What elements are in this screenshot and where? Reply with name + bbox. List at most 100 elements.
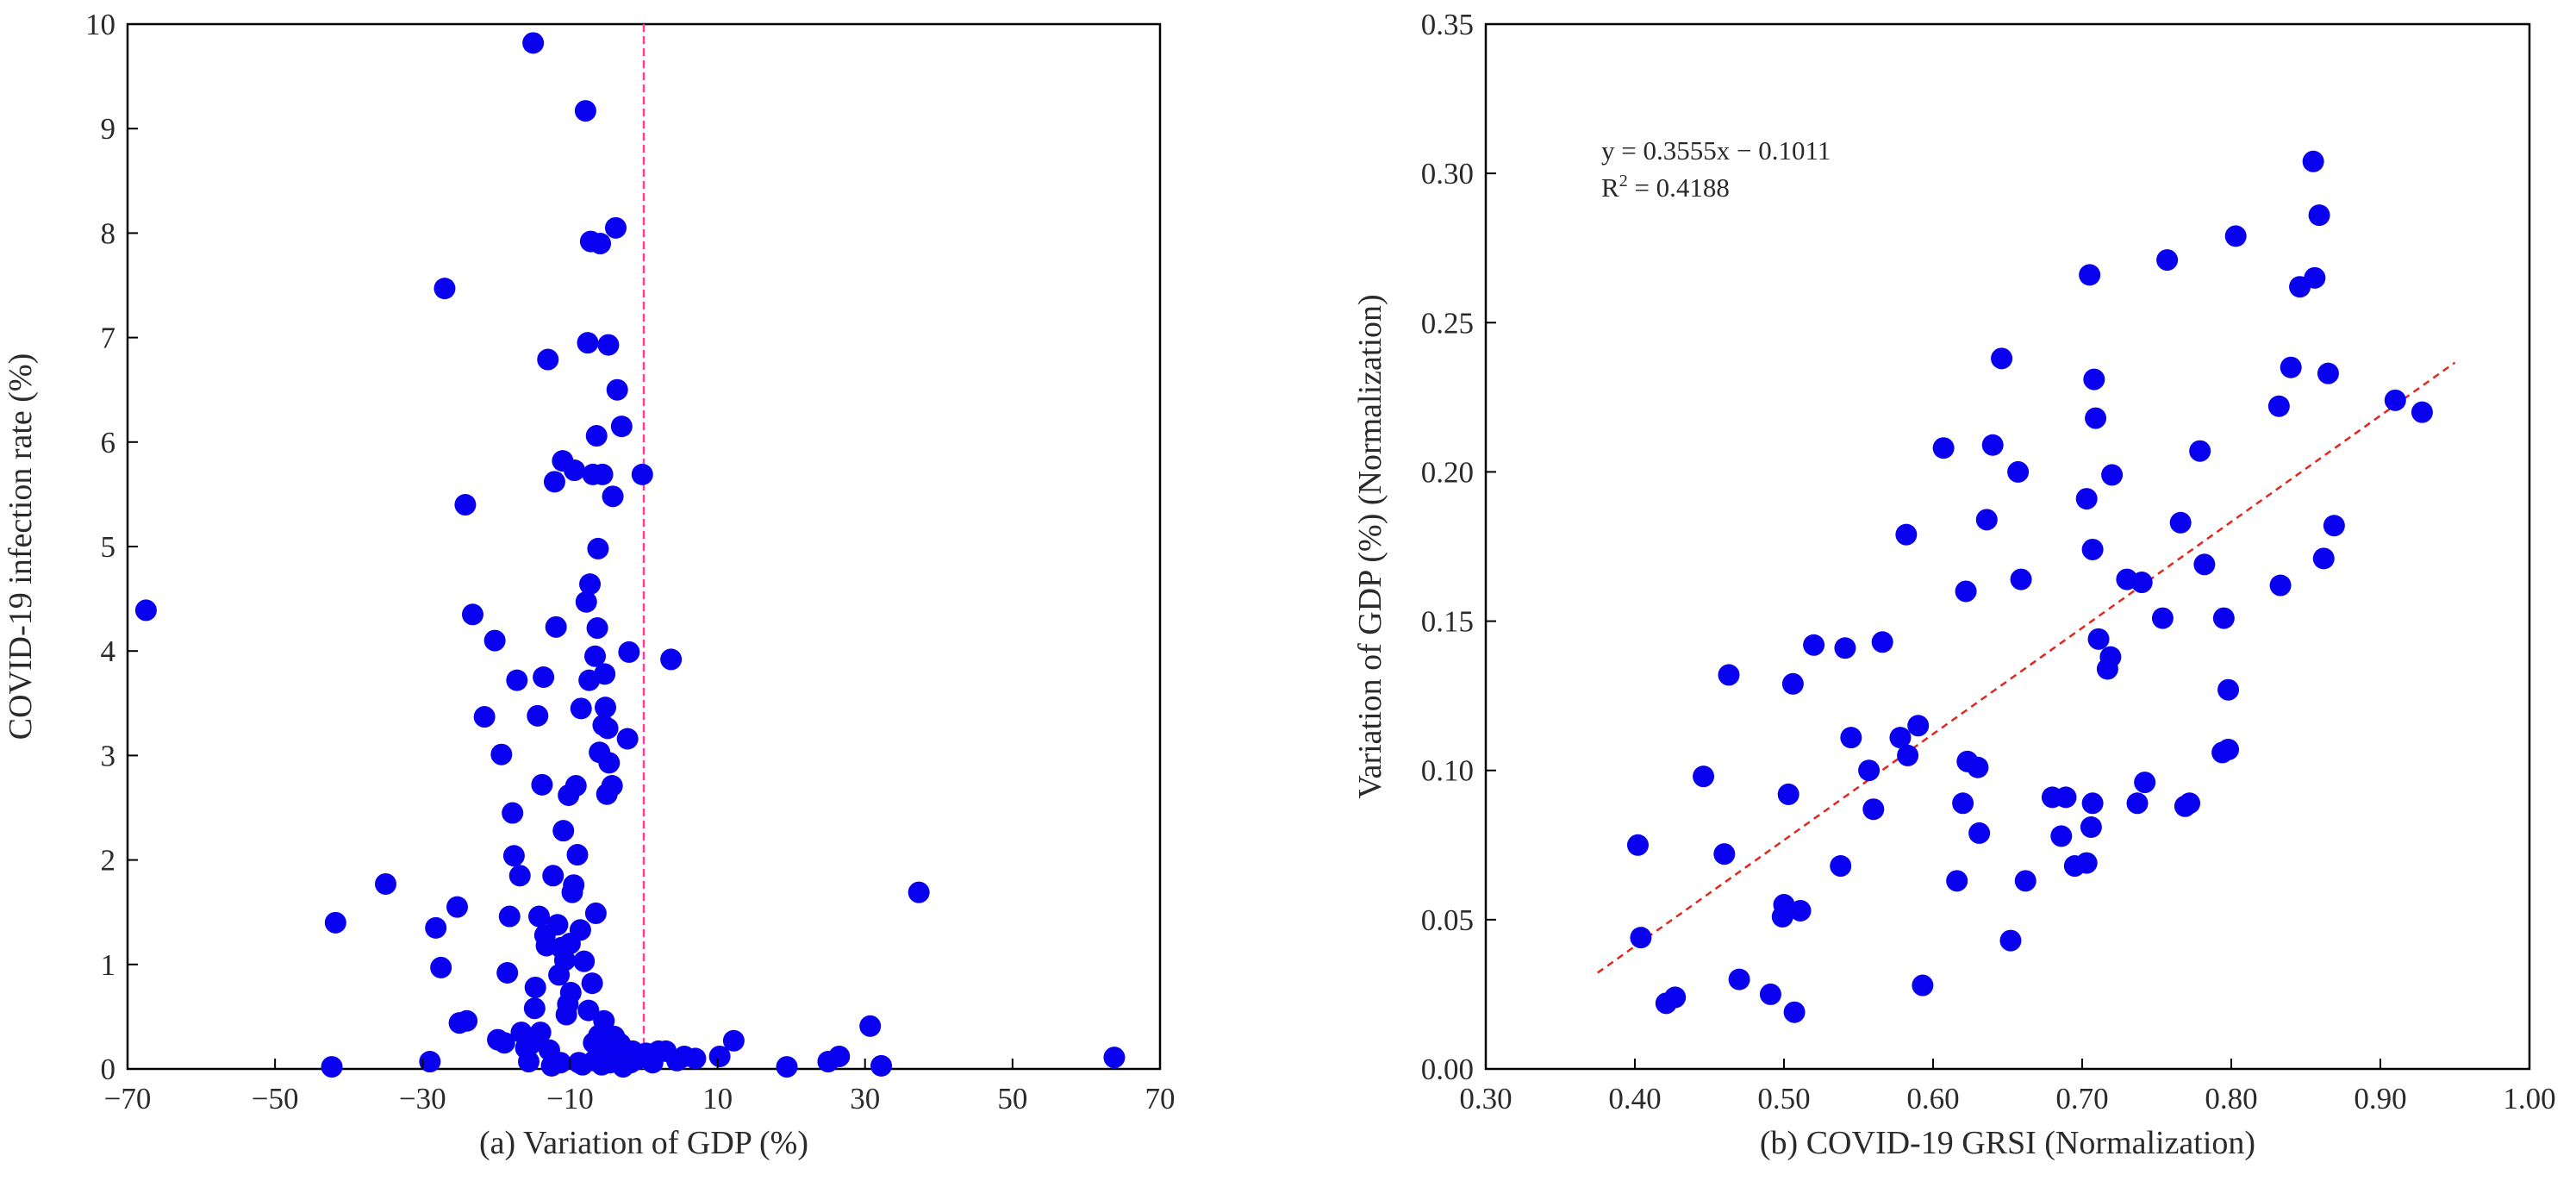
panel-a-y-tick-label: 8 — [101, 216, 116, 250]
panel-b-data-point — [2081, 538, 2104, 560]
panel-b-data-point — [1991, 347, 2013, 370]
panel-b-data-point — [1981, 434, 2004, 456]
panel-a-data-point — [425, 916, 447, 939]
panel-b-data-point — [1713, 843, 1736, 865]
panel-a-y-tick-label: 2 — [101, 844, 116, 878]
panel-b-regression-trendline — [1597, 361, 2456, 974]
panel-b-data-point — [2007, 460, 2030, 483]
panel-a-data-point — [870, 1054, 893, 1077]
panel-a-data-point — [566, 844, 589, 866]
panel-b-data-point — [1789, 899, 1812, 922]
panel-b-data-point — [1830, 855, 1852, 878]
panel-a-data-point — [594, 663, 616, 685]
panel-b-scatter-chart: 0.30 0.40 0.50 0.60 0.70 0.80 0.90 1.00 0.00 0.0… — [1352, 8, 2556, 1161]
panel-b-y-tick-label: 0.25 — [1421, 306, 1474, 340]
panel-b-data-point — [1773, 894, 1795, 916]
panel-a-data-point — [549, 1052, 571, 1074]
panel-b-x-tick-label: 0.60 — [1906, 1082, 1959, 1115]
panel-a-data-point — [722, 1029, 745, 1052]
panel-b-data-point — [2212, 607, 2235, 629]
panel-b-y-tick-label: 0.30 — [1421, 157, 1474, 191]
panel-b-data-point — [1932, 437, 1955, 459]
panel-b-data-point — [2269, 574, 2292, 597]
panel-a-data-point — [552, 820, 575, 842]
panel-a-data-point — [631, 463, 653, 485]
panel-a-x-tick-label: −50 — [252, 1082, 299, 1115]
panel-a-data-point — [859, 1015, 882, 1037]
panel-b-y-axis-label: Variation of GDP (%) (Normalization) — [1352, 294, 1388, 798]
panel-b-regression-equation: y = 0.3555x − 0.1011 — [1601, 135, 1831, 166]
panel-b-data-point — [2312, 547, 2335, 570]
panel-a-data-point — [593, 1009, 615, 1032]
panel-a-x-tick-label: −10 — [546, 1082, 594, 1115]
panel-b-data-point — [1889, 727, 1912, 749]
panel-a-data-point — [574, 100, 596, 122]
panel-a-data-point — [573, 950, 596, 972]
panel-a-data-point — [584, 902, 607, 924]
panel-a-data-point — [553, 949, 576, 972]
panel-b-data-point — [2080, 816, 2102, 839]
panel-b-data-point — [2411, 401, 2433, 423]
panel-b-y-tick-label: 0.05 — [1421, 903, 1474, 937]
panel-a-data-point — [483, 629, 506, 652]
panel-a-x-axis-label: (a) Variation of GDP (%) — [479, 1125, 808, 1161]
panel-a-data-point — [134, 599, 157, 622]
panel-b-r-squared-value: = 0.4188 — [1628, 172, 1730, 203]
panel-a-y-tick-label: 4 — [101, 634, 116, 668]
panel-a-data-point — [602, 485, 624, 508]
panel-b-data-point — [1728, 968, 1750, 990]
panel-a-data-point — [493, 1032, 515, 1054]
panel-a-data-point — [430, 956, 452, 978]
panel-a-x-tick-label: −30 — [399, 1082, 446, 1115]
panel-a-data-point — [508, 865, 531, 887]
panel-b-data-point — [2308, 204, 2330, 227]
panel-a-data-point — [595, 697, 617, 719]
panel-a-data-point — [537, 348, 559, 371]
panel-b-data-point — [2075, 488, 2098, 510]
panel-b-data-point — [1834, 637, 1856, 659]
panel-b-data-point — [1777, 783, 1799, 805]
panel-a-data-point — [543, 471, 565, 493]
panel-b-r-squared-prefix: R — [1601, 172, 1619, 203]
panel-b-data-point — [2304, 266, 2326, 289]
panel-a-data-point — [581, 972, 603, 995]
panel-b-data-point — [2217, 678, 2240, 701]
panel-a-data-point — [575, 590, 597, 613]
panel-a-data-point — [498, 905, 521, 928]
panel-a-data-point — [591, 463, 614, 485]
panel-a-data-point — [527, 704, 549, 727]
panel-b-r-squared: R2 = 0.4188 — [1601, 172, 1730, 203]
panel-b-data-point — [2010, 568, 2032, 590]
panel-a-data-point — [1103, 1047, 1126, 1069]
panel-a-data-point — [533, 666, 555, 688]
panel-a-data-point — [596, 717, 619, 740]
panel-b-data-point — [2075, 852, 2098, 874]
panel-b-data-point — [2302, 150, 2324, 172]
panel-b-data-point — [2323, 515, 2345, 537]
panel-a-data-point — [446, 896, 469, 918]
panel-b-data-point — [2384, 389, 2406, 411]
panel-a-data-point — [606, 378, 628, 401]
panel-b-data-point — [2126, 792, 2149, 815]
panel-b-data-point — [1858, 759, 1881, 782]
panel-b-data-point — [2081, 792, 2104, 815]
panel-a-scatter-chart: −70 −50 −30 −10 10 30 50 70 0 1 2 3 4 5 6 7 8 9 10 (a) Va… — [3, 8, 1176, 1161]
panel-a-x-tick-label: 50 — [997, 1082, 1027, 1115]
panel-b-data-point — [1912, 974, 1934, 997]
panel-a-y-tick-label: 9 — [101, 112, 116, 146]
panel-b-data-point — [1630, 927, 1652, 949]
panel-b-data-point — [2087, 628, 2110, 650]
panel-b-x-tick-label: 0.30 — [1459, 1082, 1512, 1115]
panel-a-data-point — [542, 865, 564, 887]
panel-b-data-point — [1999, 929, 2022, 952]
panel-a-data-point — [490, 743, 513, 765]
panel-b-data-point — [1895, 523, 1918, 546]
panel-a-data-point — [589, 233, 612, 255]
panel-a-data-point — [524, 976, 546, 998]
panel-a-data-point — [776, 1056, 798, 1078]
panel-b-y-tick-label: 0.15 — [1421, 605, 1474, 639]
panel-a-data-point — [502, 845, 525, 867]
panel-b-data-point — [2014, 870, 2036, 892]
panel-b-x-tick-label: 0.90 — [2354, 1082, 2406, 1115]
panel-a-data-point — [375, 872, 396, 895]
